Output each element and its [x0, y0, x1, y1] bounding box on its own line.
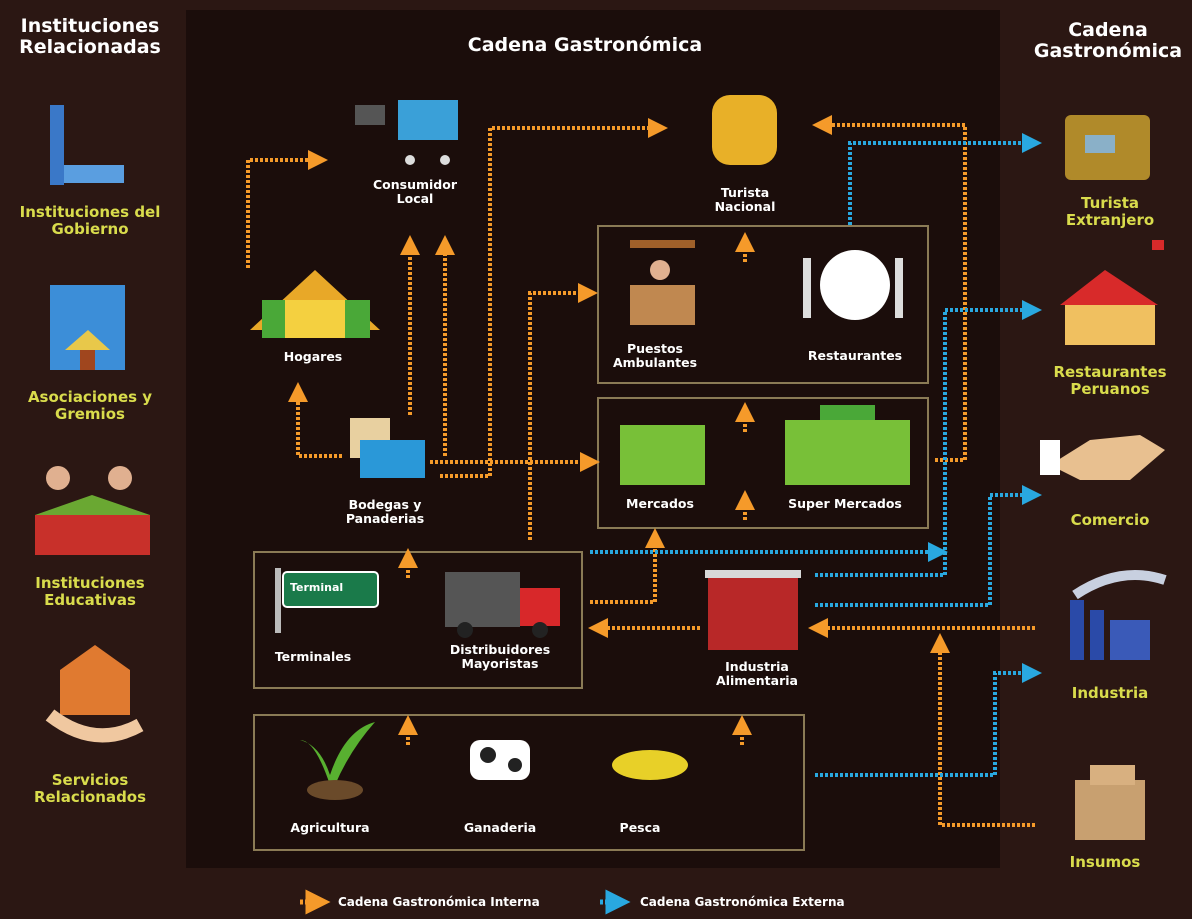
- node-label: Turista Nacional: [700, 186, 790, 214]
- right-item: Turista Extranjero: [1045, 195, 1175, 229]
- node-label: Agricultura: [270, 821, 390, 835]
- left-item: Servicios Relacionados: [15, 772, 165, 806]
- node-label: Industria Alimentaria: [707, 660, 807, 688]
- legend-item: Cadena Gastronómica Externa: [640, 895, 845, 909]
- right-item: Comercio: [1045, 512, 1175, 529]
- node-label: Super Mercados: [770, 497, 920, 511]
- terminal-sign: Terminal: [290, 581, 343, 594]
- node-label: Mercados: [600, 497, 720, 511]
- left-item: Instituciones del Gobierno: [15, 204, 165, 238]
- right-item: Industria: [1045, 685, 1175, 702]
- node-label: Bodegas y Panaderias: [340, 498, 430, 526]
- node-label: Consumidor Local: [365, 178, 465, 206]
- right-item: Insumos: [1040, 854, 1170, 871]
- left-item: Asociaciones y Gremios: [15, 389, 165, 423]
- node-label: Pesca: [590, 821, 690, 835]
- legend-item: Cadena Gastronómica Interna: [338, 895, 540, 909]
- right-title: Cadena Gastronómica: [1023, 20, 1192, 63]
- left-item: Instituciones Educativas: [15, 575, 165, 609]
- node-label: Terminales: [253, 650, 373, 664]
- right-item: Restaurantes Peruanos: [1045, 364, 1175, 398]
- node-label: Ganaderia: [440, 821, 560, 835]
- node-label: Hogares: [263, 350, 363, 364]
- diagram: [0, 0, 1192, 919]
- page: Instituciones Relacionadas Instituciones…: [0, 0, 1192, 919]
- left-title: Instituciones Relacionadas: [3, 16, 178, 59]
- node-label: Restaurantes: [795, 349, 915, 363]
- node-label: Distribuidores Mayoristas: [440, 643, 560, 671]
- center-title: Cadena Gastronómica: [385, 35, 785, 56]
- node-label: Puestos Ambulantes: [610, 342, 700, 370]
